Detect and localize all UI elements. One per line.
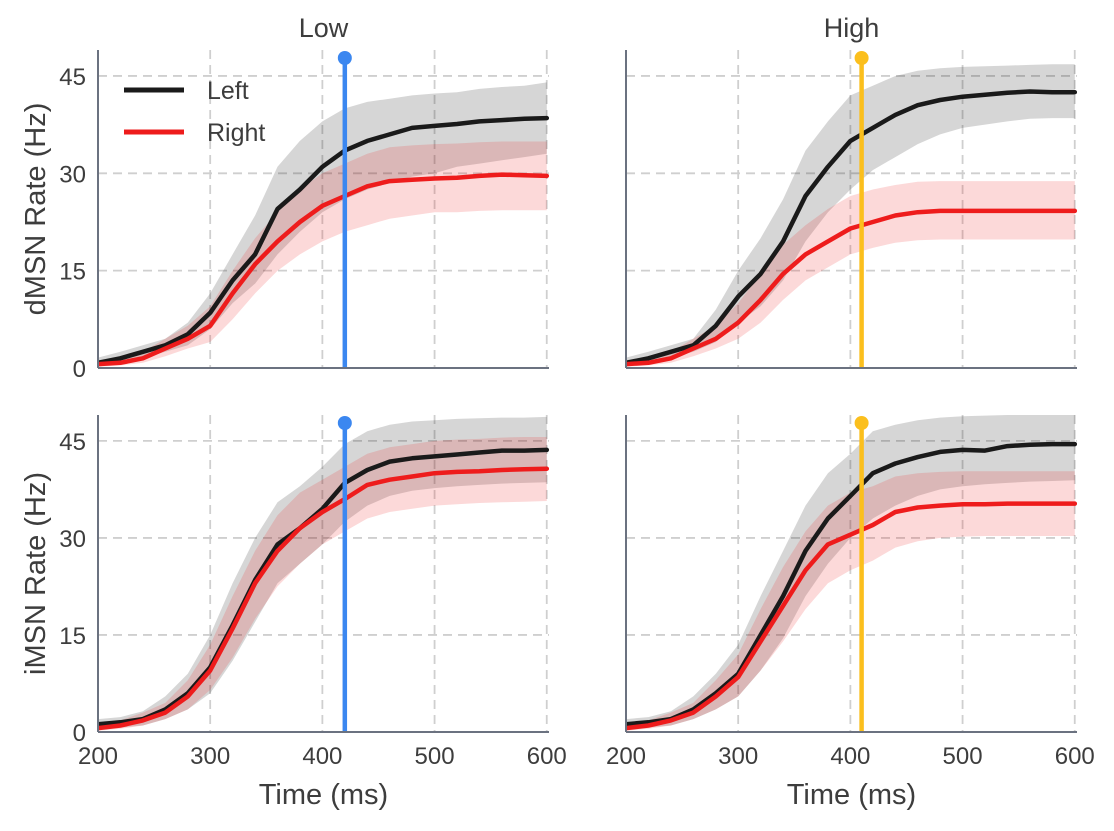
panel-2-2-xtick-label-500: 500 [943,743,983,770]
panel-1-1-series-right [98,172,549,367]
panel-1-1-yaxis-title: dMSN Rate (Hz) [20,103,52,316]
panel-2-1-xtick-label-300: 300 [190,743,230,770]
panel-2-1-band-right [98,437,547,731]
panel-1-1-ytick-label-15: 15 [59,259,86,286]
panel-1-1-ytick-label-0: 0 [73,356,86,383]
panel-2-1-ytick-label-15: 15 [59,623,86,650]
panel-2-2-plot-area [626,415,1077,731]
panel-2-1-xtick-label-500: 500 [415,743,455,770]
panel-2-1-ytick-label-30: 30 [59,526,86,553]
panel-2-1-plot-area [98,416,549,731]
panel-1-1-ytick-label-45: 45 [59,64,86,91]
panel-2-1-series-right [98,466,549,731]
panel-1-1-marker-dot [337,51,352,65]
panel-1-1-series-left [98,115,549,366]
panel-2-2-series-left [626,441,1077,727]
panel-2-1-yaxis-title: iMSN Rate (Hz) [20,472,52,675]
panel-2-1-xtick-label-400: 400 [302,743,342,770]
panel-2-2-series-right [626,501,1077,731]
panel-2-1-marker-dot [337,416,352,430]
panel-2-2-xtick-label-600: 600 [1055,743,1095,770]
panel-2-1-ytick-label-45: 45 [59,429,86,456]
panel-1-1-title: Low [299,13,349,43]
panel-1-2-marker-dot [854,51,869,65]
panel-1-1-ytick-label-30: 30 [59,161,86,188]
panel-2-1-ytick-label-0: 0 [73,720,86,747]
panel-1-1-plot-area [98,82,549,367]
panel-2-2-xtick-label-300: 300 [718,743,758,770]
panel-2-1-band-left [98,416,547,730]
panel-1-2-series-left [626,89,1077,366]
panel-2-2-band-right [626,471,1075,731]
panel-2-2-marker-dot [854,416,869,430]
panel-2-2-xtick-label-200: 200 [606,743,646,770]
panel-2-1-series-left [98,447,549,727]
panel-1-2-plot-area [626,64,1077,367]
legend-label-right: Right [207,119,265,147]
panel-2-2-xaxis-title: Time (ms) [787,779,916,811]
panel-1-2-band-left [626,64,1075,367]
panel-1-1-band-left [98,82,547,367]
panel-1-2-title: High [824,13,880,43]
panel-1-2-series-right [626,208,1077,367]
panel-2-1-xaxis-title: Time (ms) [259,779,388,811]
panel-2-1-xtick-label-200: 200 [78,743,118,770]
panel-2-1-xtick-label-600: 600 [527,743,567,770]
panel-2-2-xtick-label-400: 400 [830,743,870,770]
legend-label-left: Left [207,77,249,105]
panel-2-2-band-left [626,415,1075,730]
